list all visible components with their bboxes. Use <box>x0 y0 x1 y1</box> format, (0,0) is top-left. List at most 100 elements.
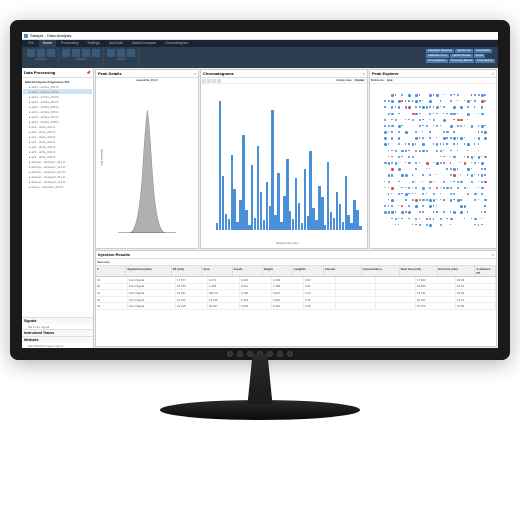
injection-results-panel: Injection Results × Summary #Signal Desc… <box>95 250 497 347</box>
pan-icon[interactable] <box>207 79 211 83</box>
close-icon[interactable]: × <box>492 71 494 76</box>
scatter-dot <box>453 156 455 158</box>
close-icon[interactable]: × <box>194 71 196 76</box>
ribbon-view-chromatograms[interactable]: Chromatograms <box>426 59 448 63</box>
column-header[interactable]: S distance RT <box>475 266 495 276</box>
scatter-dot <box>398 113 400 115</box>
column-header[interactable]: Area% <box>233 266 263 276</box>
ribbon-view-report[interactable]: Report <box>474 54 486 58</box>
scatter-dot <box>405 174 408 177</box>
method-item[interactable]: Edit MatchCompare Demo <box>22 343 93 348</box>
ribbon-view-acquisition-sequence[interactable]: Acquisition Sequence <box>426 49 454 53</box>
ribbon-tab-autosplit[interactable]: AutoSplit <box>105 40 127 47</box>
select-icon[interactable] <box>212 79 216 83</box>
ribbon-tab-matchcompare[interactable]: MatchCompare <box>128 40 160 47</box>
bubble-label: Bubble size <box>371 79 384 82</box>
ribbon-button[interactable] <box>47 49 55 57</box>
ribbon-tab-file[interactable]: File <box>24 40 38 47</box>
scatter-dot <box>401 187 402 188</box>
methods-header[interactable]: Methods <box>22 336 93 343</box>
pin-icon[interactable]: 📌 <box>86 70 91 75</box>
scatter-dot <box>384 187 385 188</box>
ribbon-button[interactable] <box>27 49 35 57</box>
column-header[interactable]: # <box>96 266 126 276</box>
table-row[interactable]: 23Front Signal23.21830.4270.0496.4420.18… <box>96 303 496 310</box>
peak-chart[interactable]: Response (pA) <box>96 83 198 248</box>
ribbon-button[interactable] <box>127 49 135 57</box>
table-header: #Signal DescriptionRT (min)AreaArea%Heig… <box>96 266 496 277</box>
scatter-dot <box>471 94 473 96</box>
scatter-dot <box>443 211 445 213</box>
scatter-dot <box>433 94 435 96</box>
ribbon-button[interactable] <box>72 49 80 57</box>
scatter-dot <box>408 162 410 164</box>
scatter-dot <box>405 150 407 152</box>
ribbon-tab-settings[interactable]: Settings <box>83 40 104 47</box>
table-cell: 17.603 <box>416 277 456 283</box>
scatter-dot <box>412 187 414 189</box>
column-header[interactable]: Area <box>202 266 232 276</box>
ribbon-group: Reports <box>104 48 139 67</box>
ribbon-view-injection-results[interactable]: Injection Results <box>450 54 472 58</box>
table-cell <box>376 284 416 290</box>
column-header[interactable]: Height <box>263 266 293 276</box>
explorer-chart[interactable] <box>370 84 496 248</box>
results-table: #Signal DescriptionRT (min)AreaArea%Heig… <box>96 266 496 346</box>
scatter-dot <box>457 181 460 184</box>
ribbon-tab-home[interactable]: Home <box>39 40 56 47</box>
scatter-dot <box>443 162 445 164</box>
ribbon-button[interactable] <box>92 49 100 57</box>
scatter-dot <box>436 143 438 145</box>
traces-header[interactable]: Instrument Traces <box>22 329 93 336</box>
scatter-dot <box>422 193 424 195</box>
scatter-dot <box>429 205 432 208</box>
scatter-dot <box>457 94 459 96</box>
column-header[interactable]: Concentration <box>362 266 400 276</box>
measure-icon[interactable] <box>217 79 221 83</box>
table-row[interactable]: 20Front Signal18.7831.4380.0141.3850.041… <box>96 284 496 291</box>
scatter-dot <box>481 100 484 103</box>
scatter-dot <box>457 168 459 170</box>
table-row[interactable]: 19Front Signal17.6779.2710.0161.0930.031… <box>96 277 496 284</box>
table-cell: 22 <box>96 297 128 303</box>
column-header[interactable]: Amount <box>324 266 362 276</box>
scatter-dot <box>415 137 417 139</box>
zoom-icon[interactable] <box>202 79 206 83</box>
scatter-dot <box>426 150 428 152</box>
ribbon-button[interactable] <box>62 49 70 57</box>
ribbon-tab-chromatogram[interactable]: Chromatogram <box>161 40 192 47</box>
scatter-dot <box>398 181 400 183</box>
ribbon-view-calibration-curve[interactable]: Calibration Curve <box>426 54 449 58</box>
column-header[interactable]: Start time (min) <box>400 266 438 276</box>
scatter-dot <box>408 143 409 144</box>
table-row[interactable]: 22Front Signal21.01314.1400.1441.8400.15… <box>96 297 496 304</box>
ribbon-view-peak-explorer[interactable]: Peak Explorer <box>475 59 495 63</box>
close-icon[interactable]: × <box>492 252 494 257</box>
scatter-dot <box>429 168 430 169</box>
ribbon-view-injection-list[interactable]: Injection List <box>455 49 473 53</box>
scatter-dot <box>467 113 470 116</box>
ribbon-view-processing-method[interactable]: Processing Method <box>449 59 474 63</box>
ribbon-button[interactable] <box>82 49 90 57</box>
ribbon-button[interactable] <box>117 49 125 57</box>
column-header[interactable]: Height% <box>293 266 323 276</box>
scatter-dot <box>467 106 469 108</box>
ribbon-button[interactable] <box>37 49 45 57</box>
column-header[interactable]: Signal Description <box>126 266 171 276</box>
scatter-dot <box>478 162 479 163</box>
scatter-dot <box>412 119 414 121</box>
column-header[interactable]: End time (min) <box>438 266 476 276</box>
signals-header[interactable]: Signals <box>22 317 93 324</box>
tree-item[interactable]: ▸ airsea - airsea01_015.D <box>23 184 92 189</box>
chromatogram-chart[interactable]: Retention time (min) <box>201 84 367 248</box>
bubble-select[interactable]: Area <box>385 79 394 82</box>
display-mode-select[interactable]: Overlaid <box>353 79 366 82</box>
close-icon[interactable]: × <box>363 71 365 76</box>
ribbon-tab-processing[interactable]: Processing <box>57 40 82 47</box>
column-header[interactable]: RT (min) <box>172 266 202 276</box>
table-row[interactable]: 21Front Signal19.297499.790.796110.82.23… <box>96 290 496 297</box>
ribbon-view-peak-details[interactable]: Peak Details <box>474 49 492 53</box>
results-tab[interactable]: Summary <box>96 259 496 266</box>
scatter-dot <box>391 150 393 152</box>
ribbon-button[interactable] <box>107 49 115 57</box>
